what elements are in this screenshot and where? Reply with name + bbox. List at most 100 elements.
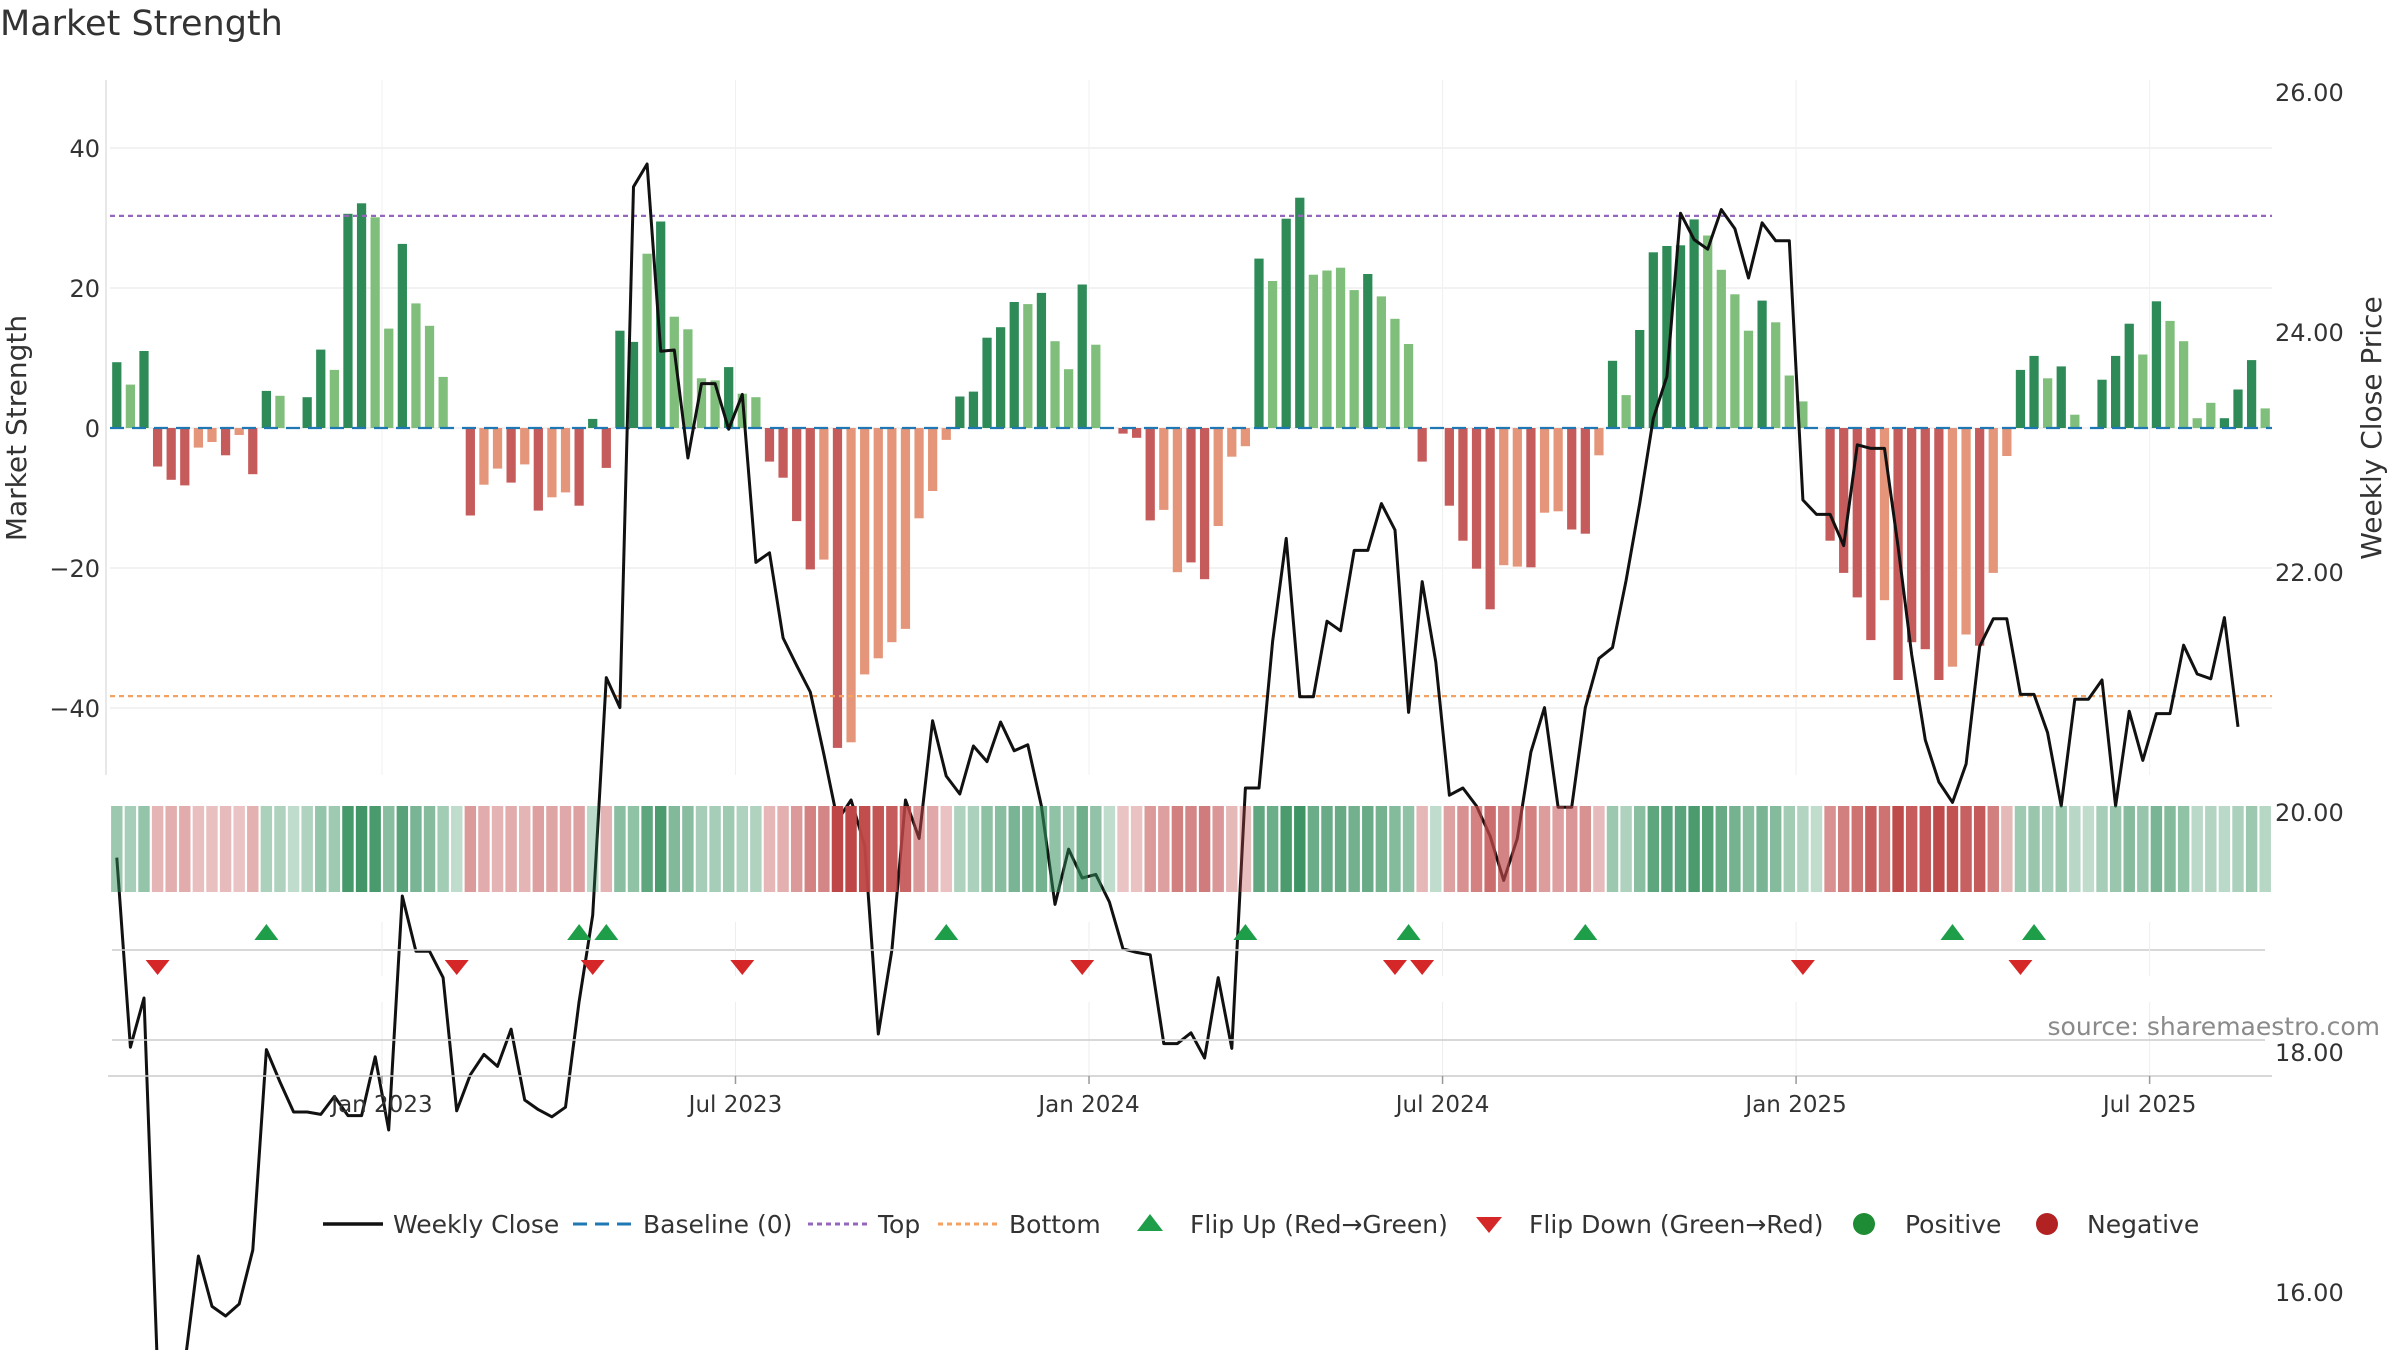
heat-strip-cell xyxy=(600,806,613,892)
strength-bar xyxy=(2138,354,2148,428)
heat-strip-cell xyxy=(111,806,123,892)
legend-label: Flip Down (Green→Red) xyxy=(1529,1210,1824,1239)
x-tick-label: Jan 2023 xyxy=(329,1092,432,1118)
heat-strip-cell xyxy=(2232,806,2244,892)
strength-bar xyxy=(928,428,938,491)
strength-bar xyxy=(778,428,788,478)
strength-bar xyxy=(1798,401,1808,428)
heat-strip-cell xyxy=(1701,806,1714,892)
y2-tick-label: 24.00 xyxy=(2275,319,2344,347)
flip-up-marker xyxy=(567,924,592,940)
strength-bar xyxy=(2029,355,2039,428)
strength-bar xyxy=(220,428,231,456)
strength-bar xyxy=(860,428,870,675)
heat-strip-cell xyxy=(1769,806,1782,892)
strength-bar xyxy=(152,428,163,467)
heat-strip-cell xyxy=(654,806,667,892)
strength-bar xyxy=(1335,267,1346,428)
strength-bar xyxy=(1512,428,1522,567)
y-tick-label: 0 xyxy=(85,415,100,443)
strength-bar xyxy=(2178,341,2189,428)
strength-bar xyxy=(424,325,435,428)
strength-bar xyxy=(1757,300,1767,428)
strength-bar xyxy=(2111,355,2121,428)
strength-bar xyxy=(1009,302,1019,428)
strength-bar xyxy=(669,316,679,428)
y-tick-label: −20 xyxy=(49,555,100,583)
heat-strip-cell xyxy=(491,806,504,892)
strength-bar xyxy=(1784,375,1794,428)
strength-bar xyxy=(2192,418,2202,428)
heat-strip-cell xyxy=(1783,806,1796,892)
strength-bar xyxy=(805,428,815,570)
heat-strip-cell xyxy=(1144,806,1156,892)
strength-bar xyxy=(1580,428,1590,534)
strength-bar xyxy=(1145,428,1155,521)
heat-strip-cell xyxy=(1239,806,1252,892)
strength-bar xyxy=(1648,252,1658,428)
flip-down-marker xyxy=(1790,960,1815,975)
strength-bar xyxy=(1499,428,1509,566)
strength-bar xyxy=(1594,428,1604,456)
strength-bar xyxy=(2233,389,2243,428)
heat-strip-cell xyxy=(614,806,626,892)
strength-bar xyxy=(1689,219,1699,428)
heat-strip-cell xyxy=(872,806,884,892)
heat-strip-cell xyxy=(1348,806,1360,892)
strength-bar xyxy=(125,384,136,428)
strength-bar xyxy=(1349,290,1359,428)
heat-strip-cell xyxy=(451,806,463,892)
chart-title: Market Strength xyxy=(0,4,283,44)
y2-tick-label: 26.00 xyxy=(2275,79,2344,107)
legend-label: Baseline (0) xyxy=(643,1210,792,1239)
x-tick-label: Jan 2024 xyxy=(1036,1092,1139,1118)
heat-strip-cell xyxy=(1933,806,1945,892)
heat-strip-cell xyxy=(2028,806,2040,892)
heat-strip-cell xyxy=(1362,806,1374,892)
heat-strip-cell xyxy=(532,806,545,892)
flip-up-marker xyxy=(1940,924,1965,940)
flip-up-marker xyxy=(2022,924,2047,940)
flip-up-marker xyxy=(1233,924,1258,940)
strength-bar xyxy=(914,428,924,519)
heat-strip-cell xyxy=(845,806,857,892)
strength-bar xyxy=(1295,197,1305,428)
strength-bar xyxy=(1172,428,1183,573)
heat-strip-cell xyxy=(383,806,395,892)
heat-strip-cell xyxy=(1729,806,1741,892)
source-credit: source: sharemaestro.com xyxy=(2047,1012,2381,1041)
flip-down-marker xyxy=(580,960,605,975)
heat-strip-cell xyxy=(1538,806,1551,892)
y2-tick-label: 20.00 xyxy=(2275,799,2344,827)
strength-bar xyxy=(1118,428,1128,434)
strength-bar xyxy=(356,203,367,428)
heat-strip-cell xyxy=(410,806,422,892)
strength-bar xyxy=(492,428,503,469)
flip-down-marker xyxy=(2008,960,2033,975)
heat-strip-cell xyxy=(2082,806,2095,892)
legend-swatch-negative xyxy=(2036,1213,2058,1235)
heat-strip-cell xyxy=(818,806,830,892)
flip-up-marker xyxy=(1396,924,1421,940)
heat-strip-cell xyxy=(573,806,585,892)
strength-bar xyxy=(112,362,122,428)
heat-strip-cell xyxy=(1430,806,1442,892)
heat-strip-cell xyxy=(1226,806,1238,892)
strength-bar xyxy=(1947,428,1958,667)
heat-strip-cell xyxy=(2259,806,2271,892)
x-tick-label: Jul 2023 xyxy=(687,1092,783,1118)
heat-strip-cell xyxy=(1661,806,1673,892)
legend-label: Weekly Close xyxy=(393,1210,559,1239)
heat-strip-cell xyxy=(1035,806,1048,892)
y-tick-label: 40 xyxy=(69,135,100,163)
heat-strip-cell xyxy=(192,806,205,892)
heat-strip-cell xyxy=(1919,806,1931,892)
strength-bar xyxy=(1920,428,1930,650)
strength-bar xyxy=(628,341,639,428)
heat-strip-cell xyxy=(994,806,1007,892)
y2-tick-label: 18.00 xyxy=(2275,1039,2344,1067)
heat-strip-cell xyxy=(1606,806,1619,892)
heat-strip-cell xyxy=(2096,806,2108,892)
heat-strip-cell xyxy=(1797,806,1809,892)
